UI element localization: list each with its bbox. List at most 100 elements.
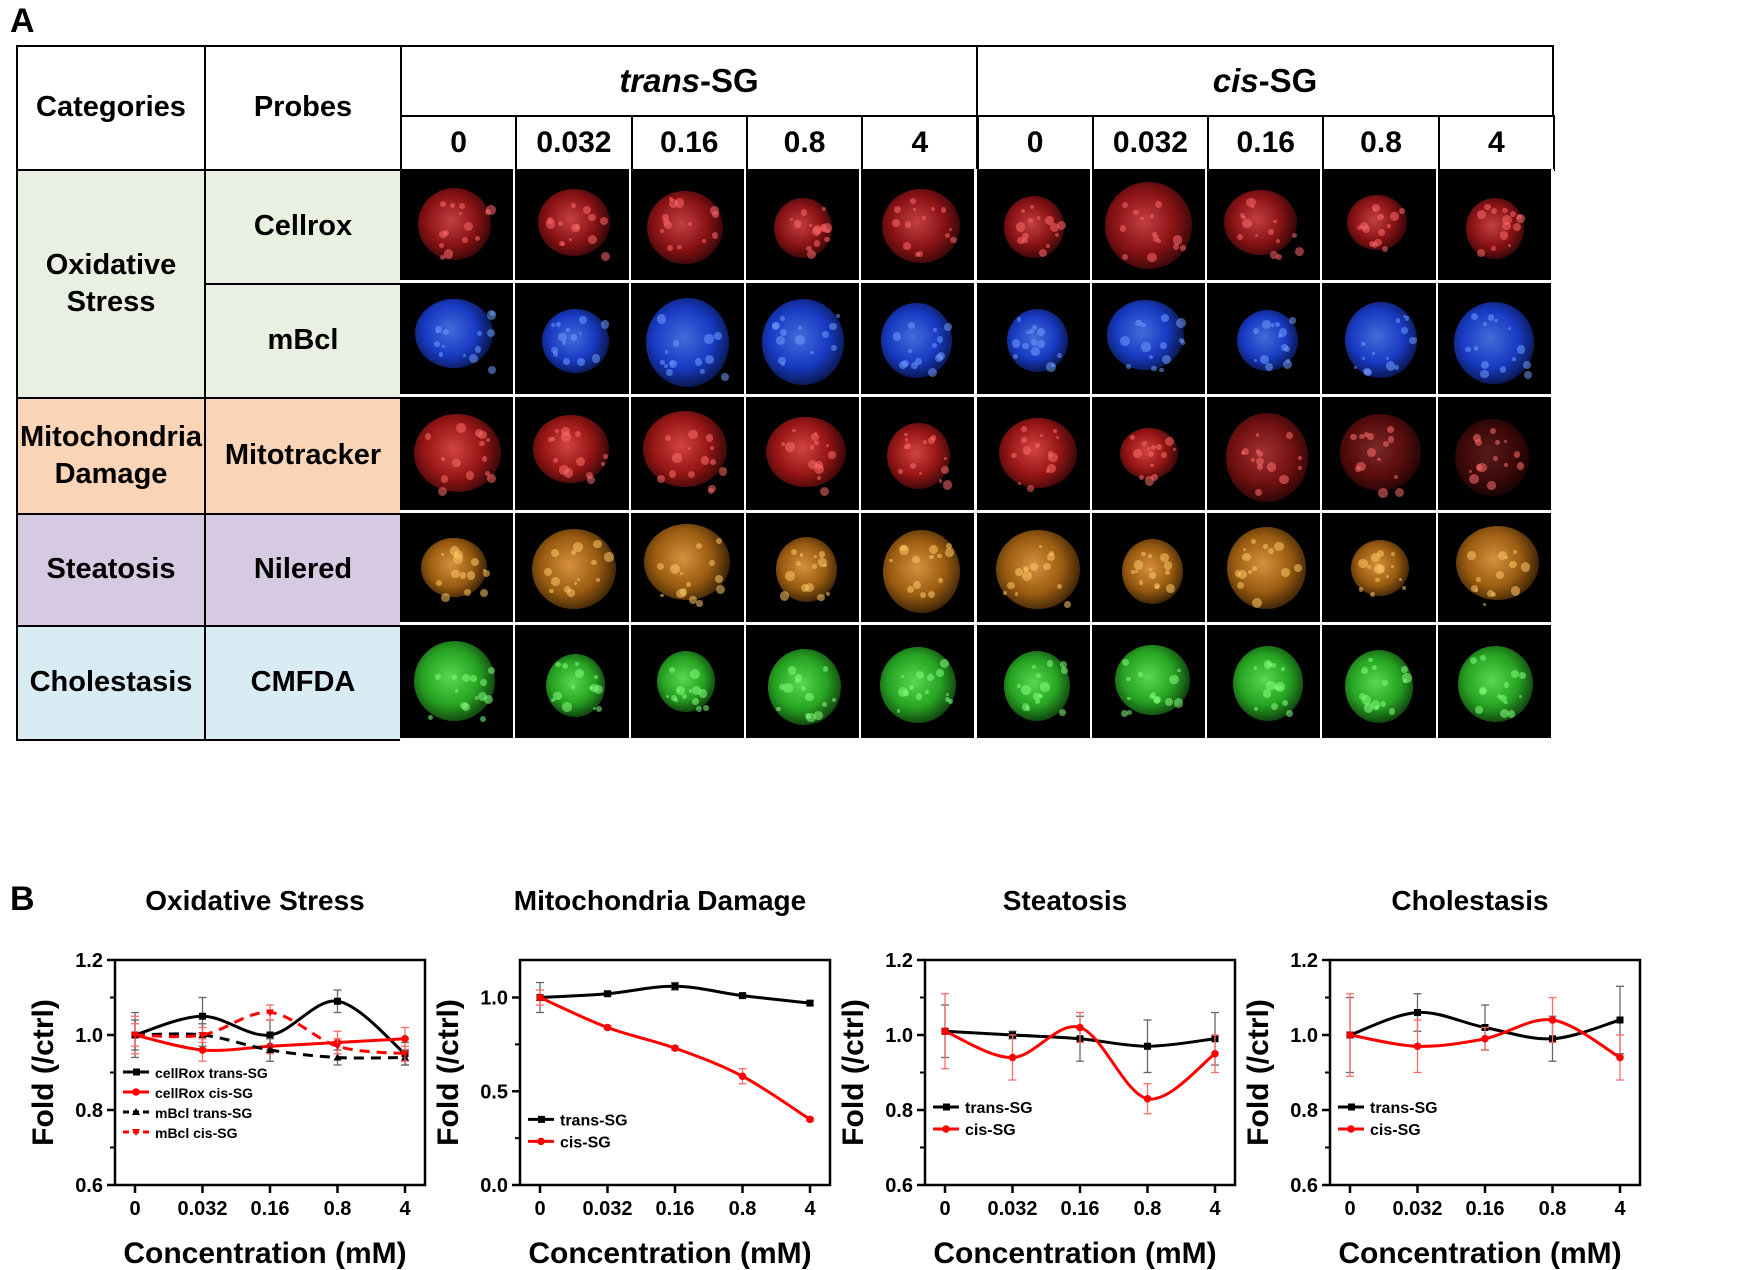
speck: [696, 600, 703, 607]
speck: [551, 577, 560, 586]
speck: [1480, 369, 1489, 379]
speck: [1029, 204, 1035, 210]
speck: [792, 428, 796, 433]
speck: [451, 675, 457, 681]
micrograph-tile: [745, 397, 863, 513]
chart-title: Mitochondria Damage: [513, 885, 807, 916]
speck: [1141, 322, 1146, 328]
micrograph-tile: [861, 625, 978, 741]
speck: [1281, 344, 1288, 351]
speck: [1520, 562, 1531, 573]
legend-label: trans-SG: [1370, 1100, 1438, 1117]
speck: [801, 685, 807, 691]
speck: [904, 221, 911, 228]
speck: [1166, 584, 1175, 593]
speck: [1507, 244, 1511, 248]
speck: [944, 323, 952, 331]
speck: [487, 473, 497, 483]
data-point: [266, 1009, 274, 1017]
speck: [825, 591, 830, 596]
probes-header: Probes: [204, 45, 402, 171]
speck: [1398, 207, 1405, 215]
speck: [1282, 700, 1288, 707]
speck: [1022, 571, 1033, 582]
speck: [1251, 565, 1258, 571]
speck: [1011, 452, 1017, 459]
speck: [1028, 218, 1033, 224]
speck: [1509, 560, 1518, 569]
speck: [807, 459, 817, 470]
speck: [1119, 224, 1127, 232]
speck: [1473, 434, 1481, 442]
speck: [443, 229, 450, 236]
speck: [1376, 549, 1385, 557]
speck: [470, 675, 477, 682]
speck: [1130, 435, 1136, 441]
micrograph-tile: [745, 625, 863, 741]
speck: [680, 572, 684, 576]
spheroid: [1453, 301, 1535, 385]
speck: [1268, 547, 1275, 554]
speck: [480, 678, 488, 686]
data-point: [1346, 1031, 1354, 1039]
speck: [1493, 456, 1499, 462]
speck: [942, 480, 953, 490]
speck: [1385, 574, 1389, 578]
speck: [1267, 228, 1275, 236]
speck: [1150, 473, 1159, 482]
speck: [1141, 342, 1151, 352]
legend-marker: [538, 1115, 545, 1123]
speck: [1483, 322, 1488, 327]
speck: [776, 706, 781, 711]
speck: [1236, 581, 1245, 590]
speck: [1031, 346, 1041, 356]
x-tick-label: 4: [399, 1198, 411, 1220]
speck: [776, 335, 786, 345]
speck: [1378, 488, 1388, 498]
speck: [480, 715, 487, 722]
x-tick-label: 0.8: [1539, 1198, 1567, 1220]
speck: [1289, 317, 1296, 324]
speck: [1400, 326, 1408, 334]
category-oxidative-stress: Oxidative Stress: [16, 169, 206, 399]
speck: [461, 673, 470, 683]
speck: [1484, 203, 1491, 211]
speck: [780, 362, 785, 367]
spheroid: [541, 309, 610, 373]
cis-sg-header: cis-SG: [976, 45, 1554, 117]
y-tick-label: 0.0: [480, 1175, 508, 1197]
speck: [1140, 216, 1144, 221]
category-label-line2: Stress: [66, 286, 156, 318]
speck: [780, 316, 786, 322]
speck: [1523, 370, 1532, 379]
speck: [603, 454, 609, 459]
micrograph-tile: [976, 397, 1093, 513]
speck: [714, 331, 723, 340]
speck: [1504, 700, 1508, 705]
data-point: [1143, 1094, 1152, 1103]
speck: [1377, 457, 1382, 462]
speck: [1055, 232, 1060, 237]
speck: [466, 571, 475, 580]
speck: [1399, 577, 1403, 582]
speck: [789, 217, 794, 222]
speck: [441, 457, 446, 462]
speck: [810, 350, 814, 355]
speck: [1402, 673, 1412, 683]
speck: [1512, 356, 1516, 361]
speck: [480, 589, 489, 598]
chart-steatosis: Steatosis 0.6 0.8 1.0 1.2 0 0.032 0.16 0.8 4 Conc…: [837, 885, 1280, 1270]
speck: [691, 686, 701, 696]
speck: [1388, 708, 1396, 715]
speck: [910, 361, 918, 369]
chart-svg: 0.6 0.8 1.0 1.2 0 0.032 0.16 0.8 4 Concentration …: [27, 950, 427, 1270]
probe-mbcl: mBcl: [204, 283, 402, 399]
speck: [596, 705, 603, 712]
speck: [1251, 205, 1255, 209]
speck: [601, 251, 611, 261]
speck: [660, 360, 665, 366]
speck: [1028, 329, 1034, 334]
micrograph-tile: [400, 625, 517, 741]
speck: [1385, 356, 1389, 360]
speck: [894, 206, 902, 214]
